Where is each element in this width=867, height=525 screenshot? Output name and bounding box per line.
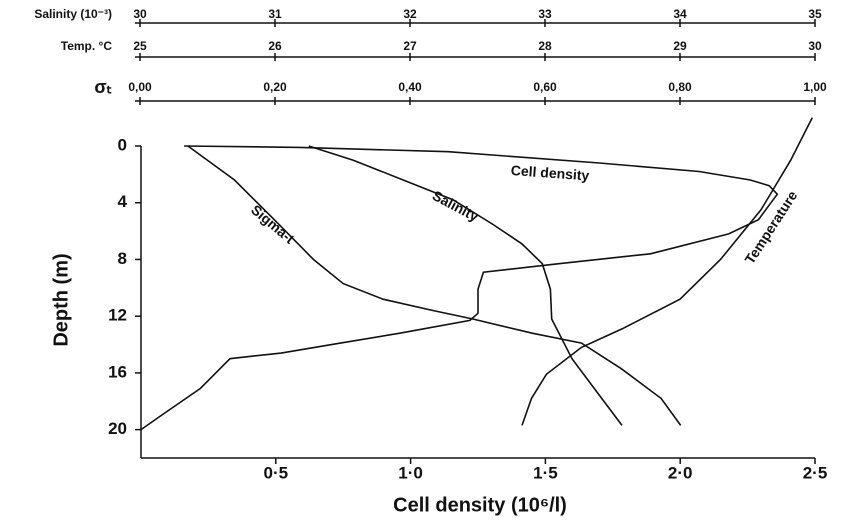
- x-axis-label: Cell density (10⁶/l): [393, 494, 567, 516]
- top-tick-label: 27: [403, 39, 417, 53]
- top-tick-label: 30: [133, 7, 147, 21]
- y-axis-label: Depth (m): [50, 253, 72, 346]
- top-tick-label: 0,00: [128, 80, 152, 94]
- series-label: Sigma-t: [248, 201, 298, 246]
- top-tick-label: 31: [268, 7, 282, 21]
- x-tick-label: 0·5: [264, 463, 289, 482]
- top-tick-label: 26: [268, 39, 282, 53]
- top-tick-label: 0,60: [533, 80, 557, 94]
- series-label: Temperature: [741, 188, 800, 267]
- y-tick-label: 0: [118, 135, 127, 154]
- x-tick-label: 1·5: [533, 463, 558, 482]
- top-tick-label: 29: [673, 39, 687, 53]
- x-tick-label: 1·0: [398, 463, 423, 482]
- y-tick-label: 16: [108, 362, 127, 381]
- series-line: [308, 145, 623, 426]
- x-tick-label: 2·5: [803, 463, 828, 482]
- top-tick-label: 33: [538, 7, 552, 21]
- top-tick-label: 30: [808, 39, 822, 53]
- series-line: [187, 145, 682, 426]
- top-tick-label: 34: [673, 7, 687, 21]
- top-tick-label: 0,40: [398, 80, 422, 94]
- series-label: Salinity: [430, 187, 482, 225]
- top-axis-label: Temp. °C: [61, 39, 113, 53]
- top-tick-label: 0,80: [668, 80, 692, 94]
- top-tick-label: 28: [538, 39, 552, 53]
- y-tick-label: 12: [108, 306, 127, 325]
- x-tick-label: 2·0: [668, 463, 693, 482]
- series-line: [140, 145, 779, 431]
- series-line: [521, 117, 814, 426]
- top-tick-label: 1,00: [803, 80, 827, 94]
- y-tick-label: 20: [108, 419, 127, 438]
- top-tick-label: 0,20: [263, 80, 287, 94]
- y-tick-label: 4: [118, 192, 128, 211]
- top-tick-label: 25: [133, 39, 147, 53]
- top-tick-label: 32: [403, 7, 417, 21]
- top-axis-label: Salinity (10⁻³): [34, 7, 112, 21]
- y-tick-label: 8: [118, 249, 127, 268]
- series-label: Cell density: [510, 162, 590, 183]
- top-tick-label: 35: [808, 7, 822, 21]
- top-axis-label: σₜ: [94, 77, 112, 97]
